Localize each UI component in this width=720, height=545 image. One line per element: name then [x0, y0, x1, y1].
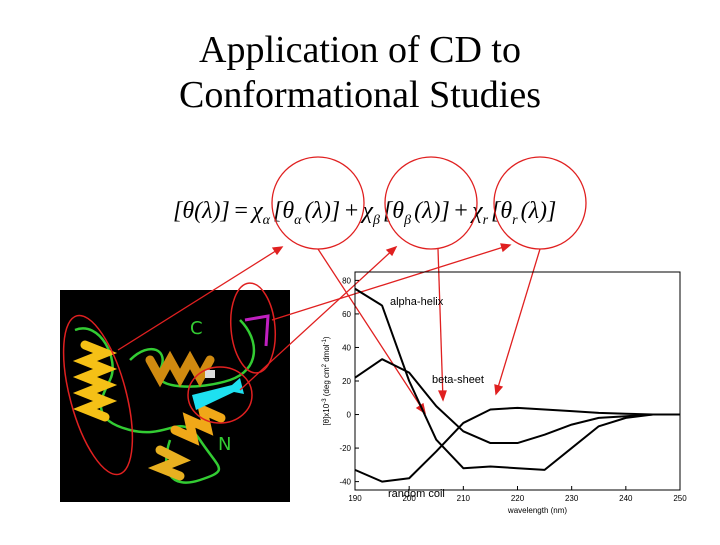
- series-label: random coil: [388, 488, 445, 500]
- equation-token: [θ: [273, 198, 294, 224]
- equation-subscript: r: [512, 213, 518, 228]
- y-axis-label-part: -3: [322, 398, 328, 404]
- equation-token: (λ)]: [414, 198, 450, 224]
- protein-label: N: [218, 434, 231, 455]
- series-label: beta-sheet: [432, 374, 484, 386]
- y-tick-label: 20: [342, 377, 351, 386]
- y-axis-label-part: -1: [322, 338, 328, 344]
- equation-token: =: [233, 198, 249, 224]
- equation-token: [θ(λ)]: [173, 198, 230, 224]
- equation-token: +: [453, 198, 469, 224]
- y-tick-label: -40: [339, 478, 351, 487]
- series-label: alpha-helix: [390, 296, 444, 308]
- y-axis-label-part: dmol: [322, 344, 331, 364]
- y-axis-label-part: (deg cm: [322, 367, 331, 398]
- x-tick-label: 200: [402, 494, 416, 503]
- title-line: Application of CD to: [199, 29, 521, 71]
- y-tick-label: 80: [342, 276, 351, 285]
- y-tick-label: 40: [342, 343, 351, 352]
- equation-subscript: β: [372, 213, 380, 228]
- series-line: [354, 406, 680, 483]
- x-tick-label: 190: [348, 494, 362, 503]
- y-tick-label: 60: [342, 310, 351, 319]
- equation-subscript: r: [483, 213, 489, 228]
- equation-token: (λ)]: [521, 198, 557, 224]
- x-axis-label: wavelength (nm): [507, 506, 567, 515]
- y-axis-label: [θ]x10-3 (deg cm2 dmol-1): [322, 336, 331, 426]
- title-line: Conformational Studies: [179, 74, 541, 116]
- equation-subscript: α: [263, 213, 271, 228]
- x-tick-label: 210: [457, 494, 471, 503]
- equation-subscript: α: [294, 213, 302, 228]
- equation-token: [θ: [383, 198, 404, 224]
- equation-subscript: β: [403, 213, 411, 228]
- x-tick-label: 230: [565, 494, 579, 503]
- y-axis-label-part: ): [322, 336, 331, 339]
- equation-token: +: [343, 198, 359, 224]
- protein-image: C N: [60, 282, 290, 502]
- equation-token: χ: [470, 198, 484, 224]
- y-axis-label-part: 2: [322, 363, 328, 367]
- cd-chart: 190 200 210 220 230 240 250 -40 -20 0 20 40 60 80 wave…: [322, 271, 687, 515]
- annotation-arrows: [117, 156, 587, 415]
- y-axis-label-part: [θ]x10: [322, 403, 331, 425]
- protein-label: C: [190, 318, 203, 339]
- y-tick-label: -20: [339, 444, 351, 453]
- equation-token: χ: [250, 198, 264, 224]
- x-tick-label: 220: [511, 494, 525, 503]
- y-tick-label: 0: [347, 411, 352, 420]
- equation-token: (λ)]: [304, 198, 340, 224]
- series-line: [354, 287, 680, 471]
- x-tick-label: 250: [673, 494, 687, 503]
- x-tick-label: 240: [619, 494, 633, 503]
- series-line: [354, 358, 680, 445]
